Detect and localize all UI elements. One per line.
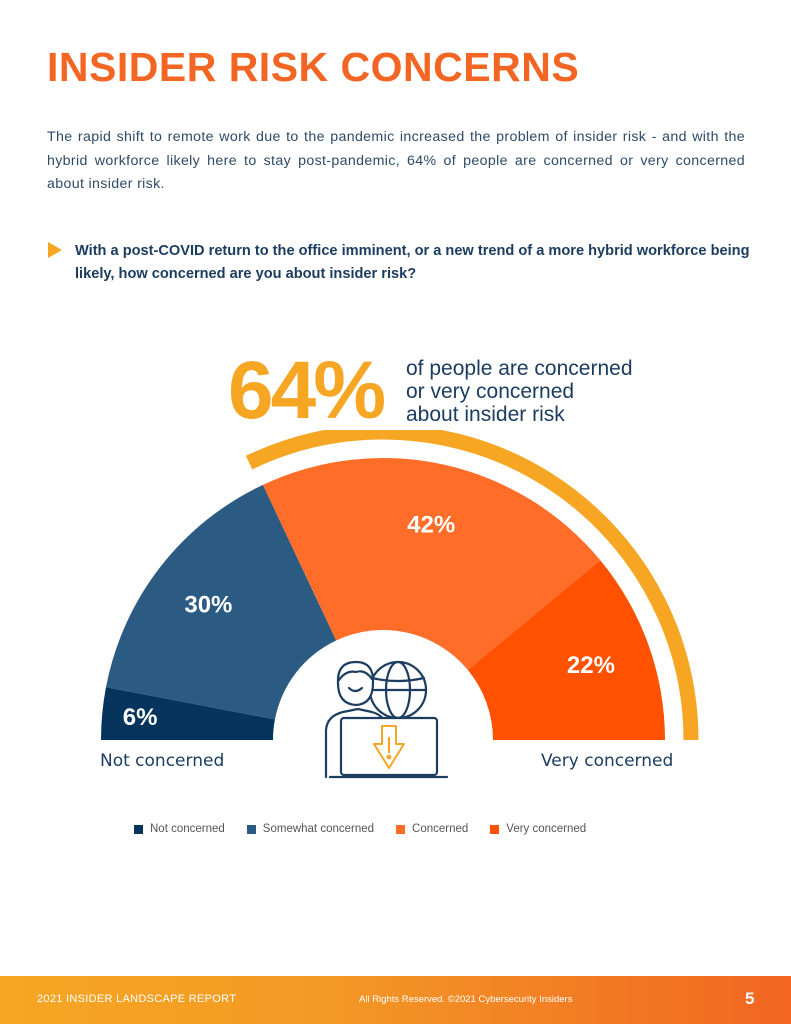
slice-value-label: 42% — [407, 511, 455, 538]
legend-swatch — [246, 824, 256, 834]
highlight-caption-line: or very concerned — [406, 380, 575, 403]
page-number: 5 — [745, 989, 755, 1008]
gauge-slice-very-concerned — [467, 560, 665, 740]
person-laptop-globe-warning-icon — [324, 660, 449, 779]
highlight-caption-line: of people are concerned — [406, 357, 633, 380]
gauge-slice-concerned — [262, 458, 601, 670]
slice-value-label: 30% — [184, 592, 232, 619]
page-title: INSIDER RISK CONCERNS — [47, 44, 580, 90]
axis-right-label: Very concerned — [541, 751, 674, 771]
legend-swatch — [490, 824, 500, 834]
highlight-caption: of people are concerned or very concerne… — [406, 357, 633, 426]
legend-label: Not concerned — [150, 823, 225, 835]
question-arrow-icon — [48, 242, 62, 258]
slice-value-label: 22% — [567, 652, 615, 679]
chart-legend: Not concerned Somewhat concerned Concern… — [134, 823, 608, 835]
legend-swatch — [134, 824, 143, 834]
legend-label: Very concerned — [506, 823, 587, 835]
gauge-slice-somewhat-concerned — [105, 484, 337, 720]
axis-left-label: Not concerned — [100, 751, 225, 771]
survey-question: With a post-COVID return to the office i… — [75, 243, 750, 282]
legend-label: Somewhat concerned — [262, 823, 375, 835]
page-footer: 2021 INSIDER LANDSCAPE REPORT All Rights… — [0, 976, 791, 1024]
legend-item: Concerned — [396, 823, 468, 835]
legend-item: Very concerned — [490, 823, 586, 835]
footer-report-title: 2021 INSIDER LANDSCAPE REPORT — [37, 993, 237, 1005]
gauge-slice-not-concerned — [101, 687, 275, 740]
legend-swatch — [396, 824, 406, 834]
legend-item: Somewhat concerned — [246, 823, 375, 835]
intro-paragraph: The rapid shift to remote work due to th… — [47, 129, 745, 192]
legend-label: Concerned — [412, 823, 469, 835]
footer-copyright: All Rights Reserved. ©2021 Cybersecurity… — [359, 994, 573, 1005]
slice-value-label: 6% — [123, 704, 158, 731]
concern-gauge-chart: 6% 30% 42% 22% — [101, 430, 699, 779]
highlight-arc — [245, 430, 699, 741]
highlight-percentage: 64% — [228, 345, 386, 436]
highlight-caption-line: about insider risk — [406, 403, 565, 426]
legend-item: Not concerned — [134, 823, 225, 835]
